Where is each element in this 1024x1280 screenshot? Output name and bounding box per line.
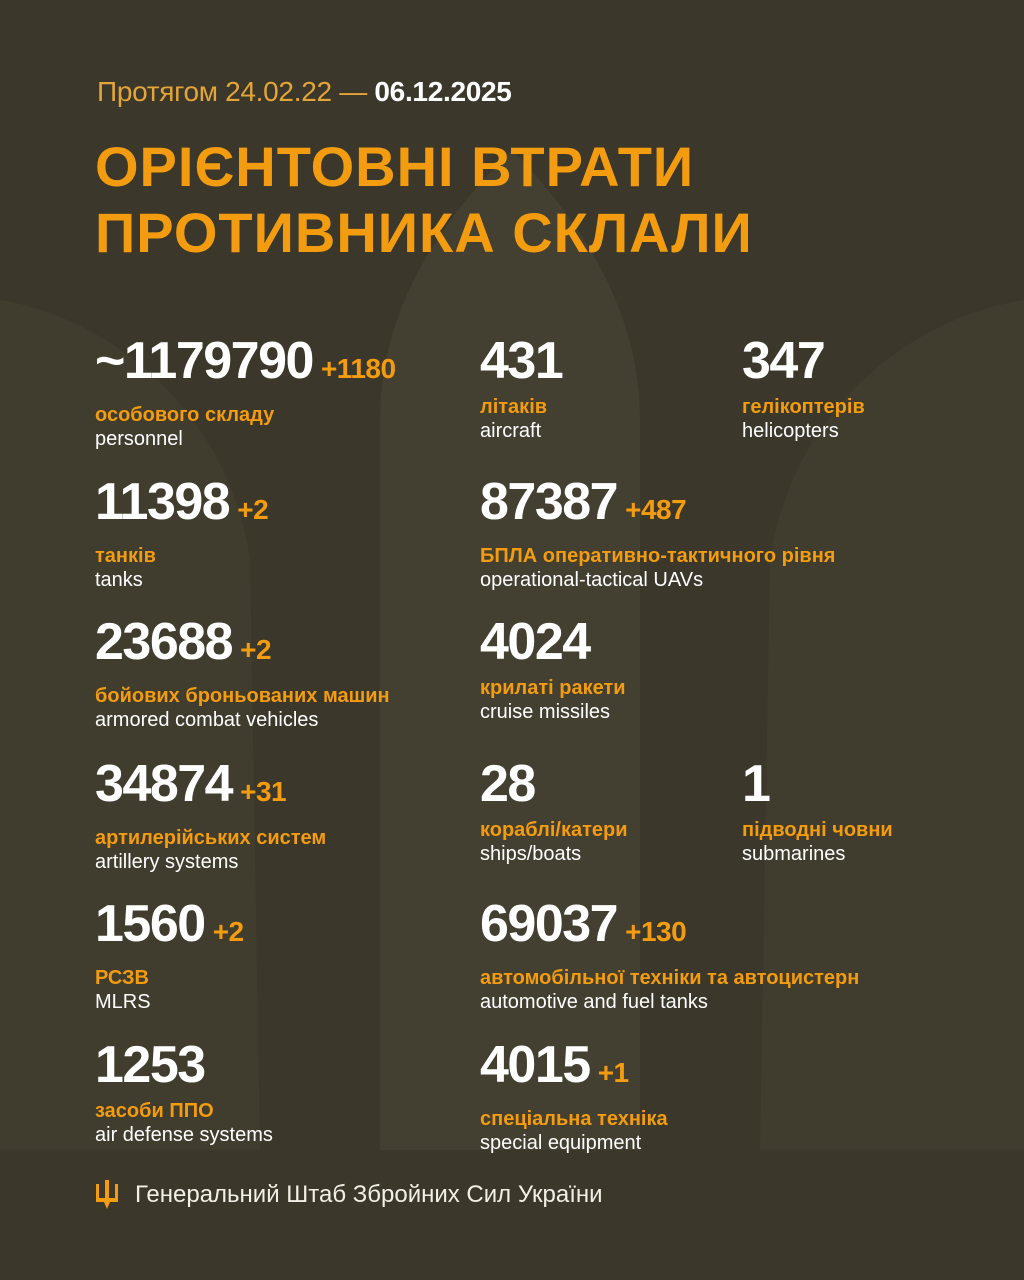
stat-value: 28 bbox=[480, 756, 628, 812]
period-end: 06.12.2025 bbox=[374, 76, 512, 107]
stat-total: 69037 bbox=[480, 895, 619, 953]
stat-delta: +1 bbox=[597, 1057, 629, 1088]
title-line-1: ОРІЄНТОВНІ ВТРАТИ bbox=[95, 135, 695, 198]
footer: Генеральний Штаб Збройних Сил України bbox=[95, 1180, 603, 1210]
stat-delta: +1180 bbox=[320, 353, 396, 384]
stat-value: 11398 +2 bbox=[95, 473, 269, 538]
stat-label-en: helicopters bbox=[742, 420, 839, 442]
stat-value: 4015 +1 bbox=[480, 1037, 668, 1101]
stat-label-en: ships/boats bbox=[480, 843, 582, 865]
stat-label-ua: РСЗВ bbox=[95, 967, 149, 989]
stat-label-ua: літаків bbox=[480, 396, 548, 418]
stat-label-ua: автомобільної техніки та автоцистерн bbox=[480, 967, 860, 989]
stat-value: 347 bbox=[742, 333, 865, 389]
stat-label-ua: БПЛА оперативно-тактичного рівня bbox=[480, 545, 836, 567]
stat-value: ~1179790 +1180 bbox=[95, 333, 396, 397]
page-title: ОРІЄНТОВНІ ВТРАТИ ПРОТИВНИКА СКЛАЛИ bbox=[95, 134, 753, 266]
stat-operational-tactical-uavs: 87387 +487 БПЛА оперативно-тактичного рів… bbox=[480, 474, 835, 592]
stat-artillery-systems: 34874 +31 артилерійських систем artillery… bbox=[95, 756, 326, 874]
stat-label-en: artillery systems bbox=[95, 851, 239, 873]
stat-personnel: ~1179790 +1180 особового складу personnel bbox=[95, 333, 396, 451]
stat-total: 1253 bbox=[95, 1036, 206, 1094]
stat-value: 1560 +2 bbox=[95, 896, 244, 960]
stat-label-ua: крилаті ракети bbox=[480, 677, 626, 699]
stat-label-ua: артилерійських систем bbox=[95, 827, 327, 849]
footer-text: Генеральний Штаб Збройних Сил України bbox=[135, 1181, 603, 1208]
stat-aircraft: 431 літаків aircraft bbox=[480, 332, 564, 443]
stat-submarines: 1 підводні човни submarines bbox=[742, 756, 893, 866]
period-subtitle: Протягом 24.02.22 — 06.12.2025 bbox=[97, 76, 512, 108]
stat-total: 431 bbox=[480, 332, 564, 390]
period-start: Протягом 24.02.22 — bbox=[97, 76, 367, 107]
stat-delta: +130 bbox=[625, 916, 687, 947]
stat-value: 1253 bbox=[95, 1037, 273, 1093]
stat-value: 69037 +130 bbox=[480, 896, 859, 960]
stat-mlrs: 1560 +2 РСЗВ MLRS bbox=[95, 896, 244, 1014]
stat-total: 34874 bbox=[95, 755, 234, 813]
stat-value: 87387 +487 bbox=[480, 474, 835, 538]
stat-automotive-and-fuel-tanks: 69037 +130 автомобільної техніки та автоц… bbox=[480, 896, 859, 1014]
stat-total: 347 bbox=[742, 332, 826, 390]
stat-delta: +2 bbox=[237, 494, 269, 525]
stat-label-en: special equipment bbox=[480, 1132, 642, 1154]
title-line-2: ПРОТИВНИКА СКЛАЛИ bbox=[95, 201, 753, 264]
stat-total: 28 bbox=[480, 755, 536, 813]
stat-total: 11398 bbox=[95, 473, 231, 531]
stat-label-en: armored combat vehicles bbox=[95, 709, 319, 731]
stat-ships-boats: 28 кораблі/катери ships/boats bbox=[480, 756, 628, 866]
stat-total: ~1179790 bbox=[95, 332, 314, 390]
stat-label-en: personnel bbox=[95, 428, 183, 450]
stat-label-ua: гелікоптерів bbox=[742, 396, 865, 418]
stat-value: 431 bbox=[480, 332, 564, 390]
stat-tanks: 11398 +2 танків tanks bbox=[95, 473, 269, 592]
trident-icon bbox=[96, 1180, 118, 1209]
stat-value: 4024 bbox=[480, 614, 626, 670]
stat-total: 4015 bbox=[480, 1036, 591, 1094]
stat-label-ua: засоби ППО bbox=[95, 1100, 214, 1122]
stat-air-defense-systems: 1253 засоби ППО air defense systems bbox=[95, 1037, 273, 1147]
stat-delta: +31 bbox=[240, 776, 287, 807]
stat-label-ua: особового складу bbox=[95, 404, 275, 426]
stat-total: 23688 bbox=[95, 613, 234, 671]
stat-label-ua: спеціальна техніка bbox=[480, 1108, 668, 1130]
stat-armored-combat-vehicles: 23688 +2 бойових броньованих машин armore… bbox=[95, 614, 390, 732]
stat-total: 4024 bbox=[480, 613, 591, 671]
stat-delta: +2 bbox=[212, 916, 244, 947]
stat-total: 1560 bbox=[95, 895, 206, 953]
stat-label-en: aircraft bbox=[480, 420, 542, 442]
stat-label-en: tanks bbox=[95, 569, 143, 591]
stat-label-ua: кораблі/катери bbox=[480, 819, 628, 841]
stat-label-en: automotive and fuel tanks bbox=[480, 991, 708, 1013]
stat-label-en: MLRS bbox=[95, 991, 151, 1013]
stat-value: 23688 +2 bbox=[95, 614, 390, 678]
stat-cruise-missiles: 4024 крилаті ракети cruise missiles bbox=[480, 614, 626, 724]
stat-delta: +487 bbox=[625, 494, 687, 525]
stat-label-en: cruise missiles bbox=[480, 701, 611, 723]
stat-value: 34874 +31 bbox=[95, 756, 326, 820]
stat-total: 87387 bbox=[480, 473, 619, 531]
stat-label-en: air defense systems bbox=[95, 1124, 273, 1146]
stat-label-en: operational-tactical UAVs bbox=[480, 569, 704, 591]
stat-label-ua: підводні човни bbox=[742, 819, 893, 841]
stat-helicopters: 347 гелікоптерів helicopters bbox=[742, 333, 865, 443]
stat-total: 1 bbox=[742, 755, 771, 813]
stat-value: 1 bbox=[742, 756, 893, 812]
stat-special-equipment: 4015 +1 спеціальна техніка special equipm… bbox=[480, 1037, 668, 1155]
stat-label-ua: танків bbox=[95, 545, 156, 567]
stat-label-ua: бойових броньованих машин bbox=[95, 685, 390, 707]
stat-delta: +2 bbox=[240, 634, 272, 665]
stat-label-en: submarines bbox=[742, 843, 846, 865]
